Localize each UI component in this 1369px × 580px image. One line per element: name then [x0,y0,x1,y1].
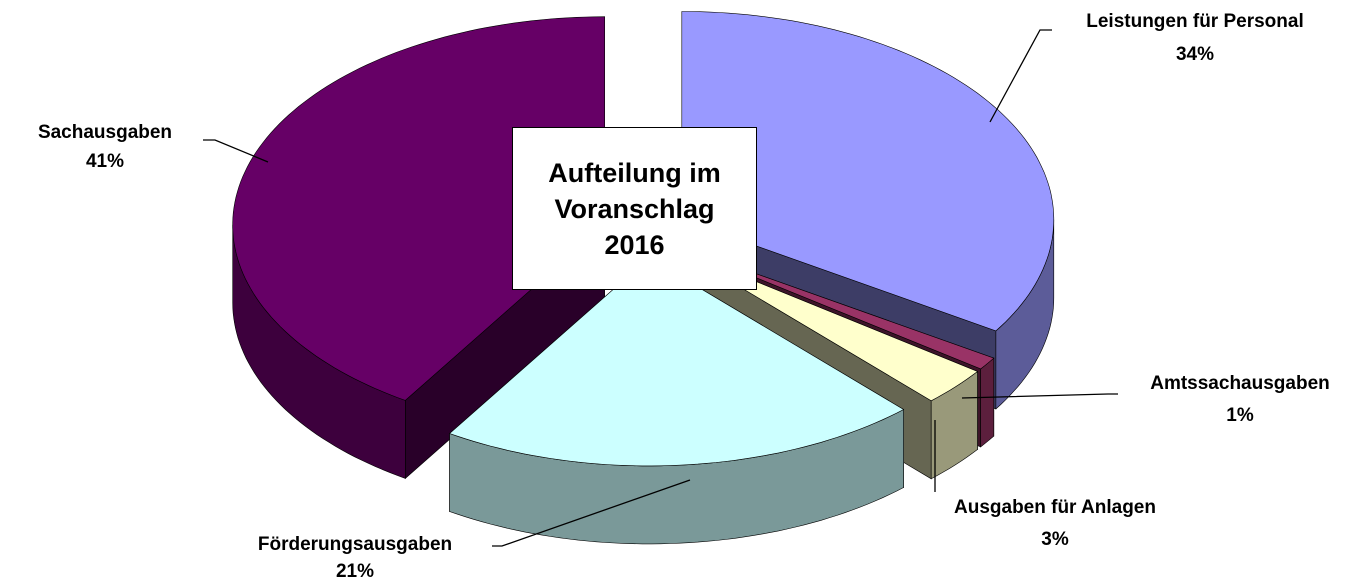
slice [681,11,1055,332]
leader-line [989,29,1052,123]
data-label-value: 41% [86,151,124,172]
data-label-name: Förderungsausgaben [258,534,452,555]
slice-side [980,357,995,448]
data-label-value: 21% [336,561,374,580]
data-label-name: Leistungen für Personal [1086,11,1303,32]
slice [232,16,605,401]
chart-title: Aufteilung im Voranschlag 2016 [512,127,757,290]
data-label-name: Ausgaben für Anlagen [954,497,1156,518]
data-label-value: 3% [1041,529,1069,550]
slice [449,257,905,467]
slice [679,246,995,370]
leader-line [961,393,1118,399]
data-label-name: Amtssachausgaben [1150,373,1330,394]
data-label-value: 34% [1176,44,1214,65]
data-label-name: Sachausgaben [38,122,172,143]
leader-line [203,139,269,163]
leader-line [492,479,691,547]
data-label-value: 1% [1226,405,1254,426]
